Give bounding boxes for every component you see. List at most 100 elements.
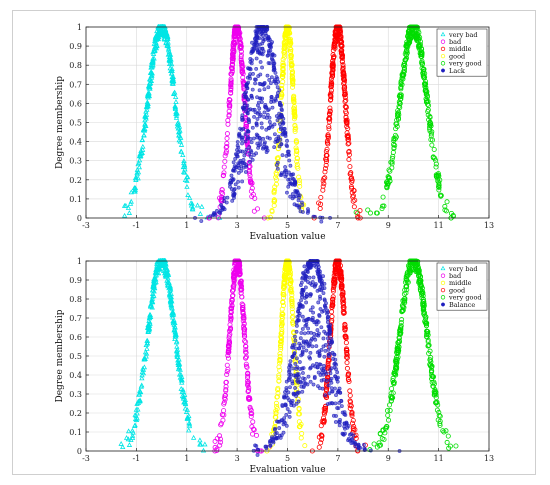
data-point	[258, 114, 262, 119]
data-point	[333, 39, 339, 45]
data-point	[142, 349, 149, 355]
data-point	[294, 155, 300, 161]
data-point	[186, 419, 192, 425]
data-point	[346, 152, 352, 158]
data-point	[243, 350, 249, 356]
data-point	[256, 146, 261, 150]
data-point	[169, 314, 176, 320]
data-point	[327, 105, 333, 111]
data-point	[284, 386, 289, 390]
data-point	[259, 121, 264, 126]
data-point	[305, 340, 309, 345]
data-point	[309, 330, 313, 335]
data-point	[280, 120, 285, 125]
data-point	[273, 431, 278, 436]
data-point	[342, 94, 348, 100]
data-point	[135, 161, 141, 167]
data-point	[293, 145, 299, 151]
data-point	[390, 153, 396, 159]
data-point	[276, 79, 281, 84]
data-point	[145, 101, 151, 106]
data-point	[255, 141, 260, 146]
data-point	[277, 357, 283, 363]
data-point	[202, 441, 208, 447]
data-point	[326, 383, 331, 388]
data-point	[400, 71, 406, 77]
data-point	[263, 147, 268, 151]
data-point	[418, 51, 424, 57]
data-point	[180, 395, 187, 401]
data-point	[287, 415, 292, 419]
data-point	[299, 298, 303, 303]
data-point	[398, 78, 404, 84]
data-point	[244, 147, 249, 152]
data-point	[221, 399, 227, 405]
data-point	[169, 74, 175, 80]
data-point	[294, 159, 300, 165]
data-point	[393, 126, 399, 132]
data-point	[330, 288, 336, 294]
data-point	[149, 72, 155, 78]
data-point	[288, 375, 292, 380]
data-point	[222, 199, 227, 204]
data-point	[303, 278, 308, 282]
data-point	[247, 404, 253, 410]
data-point	[229, 293, 235, 299]
data-point	[384, 408, 390, 414]
data-point	[288, 47, 294, 53]
data-point	[343, 340, 349, 346]
data-point	[309, 292, 313, 297]
data-point	[166, 279, 172, 285]
series-middle	[311, 24, 363, 221]
data-point	[280, 303, 286, 309]
data-point	[428, 131, 434, 137]
data-point	[133, 417, 140, 423]
data-point	[437, 413, 443, 419]
data-point	[241, 320, 247, 326]
data-point	[344, 350, 350, 356]
data-point	[179, 379, 185, 385]
data-point	[299, 353, 304, 358]
data-point	[330, 294, 336, 300]
data-point	[293, 362, 298, 366]
data-point	[127, 200, 134, 206]
data-point	[135, 175, 141, 181]
data-point	[262, 110, 267, 115]
y-tick-label: 0.5	[69, 352, 82, 361]
data-point	[267, 214, 273, 220]
data-point	[325, 311, 329, 316]
data-point	[328, 371, 333, 376]
data-point	[321, 308, 326, 313]
data-point	[259, 100, 264, 105]
data-point	[325, 402, 330, 407]
data-point	[217, 442, 223, 448]
data-point	[170, 320, 176, 326]
data-point	[328, 93, 334, 99]
data-point	[288, 39, 294, 45]
data-point	[386, 174, 392, 180]
data-point	[346, 148, 352, 154]
data-point	[427, 122, 433, 128]
data-point	[338, 50, 344, 56]
data-point	[293, 334, 297, 339]
y-tick-label: 0.4	[69, 371, 82, 380]
legend-marker	[440, 53, 446, 59]
data-point	[240, 318, 246, 324]
data-point	[238, 158, 243, 163]
data-point	[329, 81, 335, 87]
data-point	[150, 51, 157, 56]
data-point	[316, 444, 322, 450]
data-point	[393, 134, 399, 140]
data-point	[263, 31, 268, 36]
y-tick-label: 1	[77, 257, 82, 266]
data-point	[283, 402, 288, 407]
data-point	[199, 203, 205, 209]
data-point	[229, 297, 235, 303]
data-point	[268, 443, 273, 448]
data-point	[248, 160, 252, 164]
data-point	[371, 441, 377, 447]
data-point	[404, 287, 410, 293]
data-point	[306, 344, 311, 349]
y-tick-label: 0.7	[69, 314, 82, 323]
data-point	[178, 376, 185, 382]
